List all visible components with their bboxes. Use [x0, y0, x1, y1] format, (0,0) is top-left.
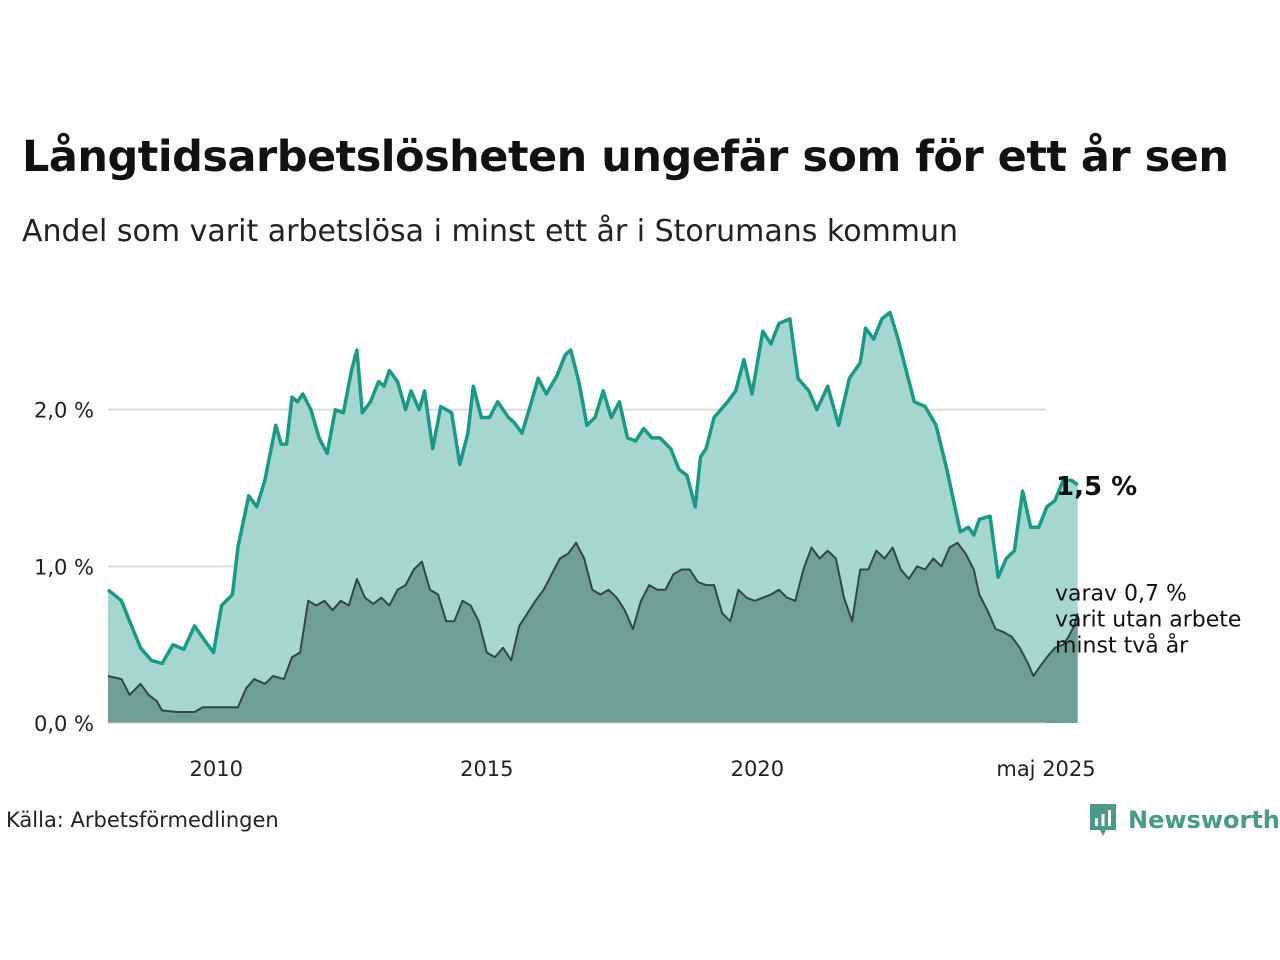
sub-series-end-label-line: varit utan arbete	[1055, 607, 1241, 632]
x-tick-label: maj 2025	[996, 757, 1095, 781]
x-tick-label: 2010	[190, 757, 243, 781]
newsworthy-logo[interactable]: Newsworthy	[1088, 802, 1280, 838]
x-tick-label: 2020	[731, 757, 784, 781]
x-tick-label: 2015	[460, 757, 513, 781]
sub-series-line	[107, 541, 1079, 713]
sub-series-end-label-line: minst två år	[1055, 632, 1189, 658]
y-tick-label: 2,0 %	[34, 399, 94, 423]
newsworthy-logo-icon	[1090, 804, 1116, 836]
source-note: Källa: Arbetsförmedlingen	[6, 808, 279, 832]
y-tick-label: 1,0 %	[34, 555, 94, 579]
chart-title: Långtidsarbetslösheten ungefär som för e…	[22, 132, 1229, 182]
newsworthy-logo-text: Newsworthy	[1128, 806, 1280, 834]
y-tick-label: 0,0 %	[34, 712, 94, 736]
main-series-end-label: 1,5 %	[1056, 472, 1137, 502]
sub-series-area	[108, 542, 1078, 723]
sub-series-end-label-line: varav 0,7 %	[1055, 581, 1187, 606]
main-series-line	[106, 310, 1079, 666]
chart-subtitle: Andel som varit arbetslösa i minst ett å…	[22, 214, 959, 249]
